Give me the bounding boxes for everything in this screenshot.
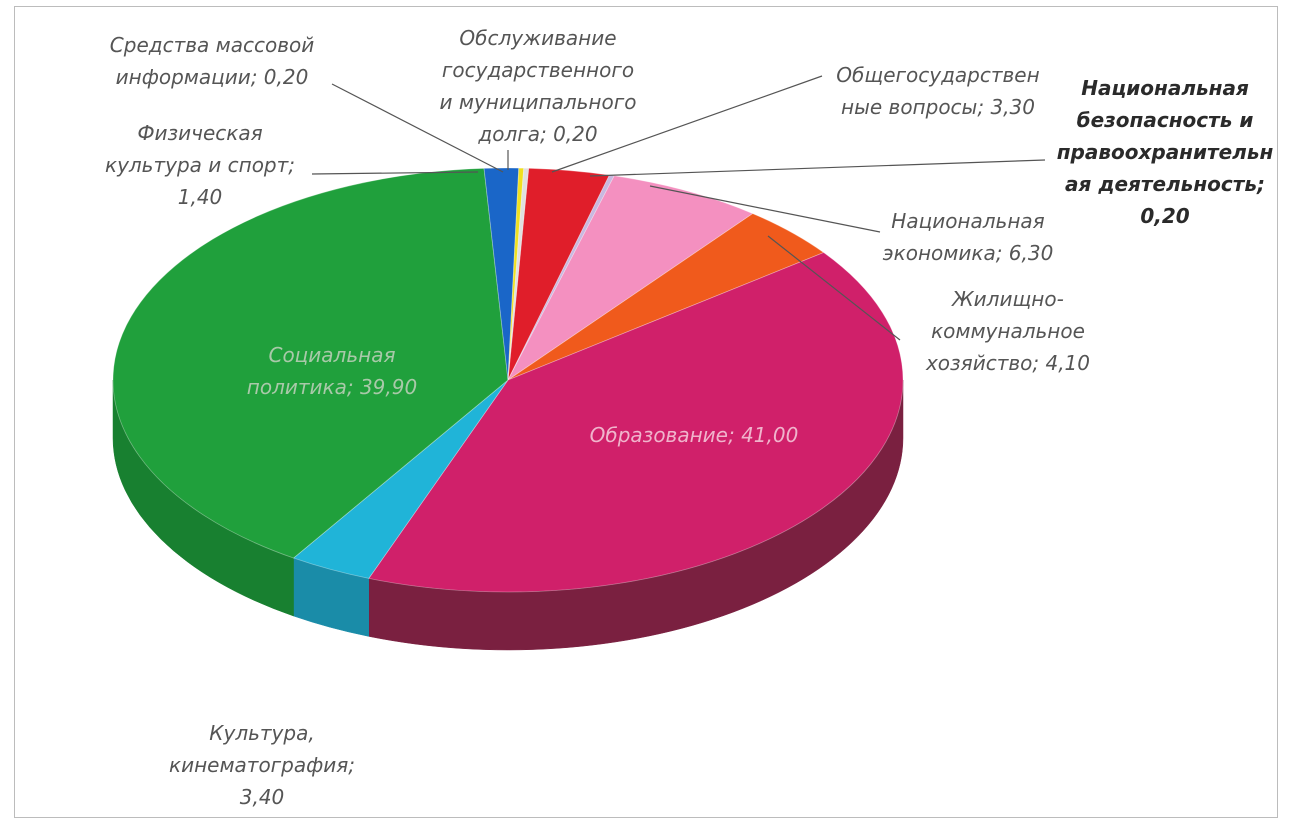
data-label-dolg-line: и муниципального	[440, 90, 637, 114]
slice-side-6	[112, 379, 294, 617]
data-label-econ-line: Национальная	[891, 209, 1044, 233]
data-label-dolg: Обслуживание государственного и муниципаль…	[440, 26, 637, 146]
slice-2	[507, 175, 754, 381]
data-label-gos-line: Общегосударствен	[836, 63, 1039, 87]
leader-line-econ	[649, 185, 881, 233]
data-label-bez-line: 0,20	[1140, 204, 1189, 228]
data-labels: Общегосударствен ные вопросы; 3,30 Национа…	[105, 26, 1273, 809]
data-label-kult-line: кинематография;	[169, 753, 355, 777]
slice-3	[507, 213, 825, 381]
data-label-bez-line: правоохранительн	[1057, 140, 1274, 164]
data-label-kult-line: 3,40	[240, 785, 285, 809]
data-label-zhkh-line: Жилищно-	[950, 287, 1064, 311]
data-label-zhkh-line: хозяйство; 4,10	[925, 351, 1090, 375]
data-label-obr: Образование; 41,00	[590, 423, 799, 447]
slice-6	[112, 167, 509, 559]
data-label-zhkh-line: коммунальное	[931, 319, 1085, 343]
data-label-bez-line: Национальная	[1081, 76, 1249, 100]
data-label-gos: Общегосударствен ные вопросы; 3,30	[836, 63, 1039, 119]
data-label-econ-line: экономика; 6,30	[883, 241, 1054, 265]
data-label-fiz-line: культура и спорт;	[105, 153, 295, 177]
data-label-zhkh: Жилищно-коммунальное хозяйство; 4,10	[925, 287, 1090, 375]
data-label-kult: Культура, кинематография; 3,40	[169, 721, 355, 809]
data-label-soc: Социальная политика; 39,90	[247, 343, 417, 399]
data-label-econ: Национальная экономика; 6,30	[883, 209, 1054, 265]
slice-7	[483, 167, 520, 381]
data-label-obr-line: Образование; 41,00	[590, 423, 799, 447]
data-label-soc-line: политика; 39,90	[247, 375, 417, 399]
slice-8	[507, 167, 525, 381]
data-label-bez: Национальная безопасность и правоохранител…	[1057, 76, 1274, 228]
slice-9	[507, 167, 530, 381]
data-label-fiz-line: Физическая	[137, 121, 262, 145]
data-label-gos-line: ные вопросы; 3,30	[841, 95, 1035, 119]
data-label-bez-line: ая деятельность;	[1065, 172, 1265, 196]
leader-line-zhkh	[767, 235, 901, 341]
data-label-smi: Средства массовой информации; 0,20	[110, 33, 314, 89]
data-label-fiz-line: 1,40	[178, 185, 223, 209]
data-label-dolg-line: Обслуживание	[459, 26, 616, 50]
slice-4	[368, 252, 904, 593]
data-label-dolg-line: долга; 0,20	[477, 122, 597, 146]
data-label-smi-line: Средства массовой	[110, 33, 314, 57]
leader-line-fiz	[311, 171, 479, 175]
pie-slices	[112, 167, 904, 593]
data-label-soc-line: Социальная	[268, 343, 395, 367]
data-label-fiz: Физическая культура и спорт; 1,40	[105, 121, 295, 209]
data-label-kult-line: Культура,	[209, 721, 314, 745]
leader-line-gos	[551, 75, 823, 173]
leader-line-smi	[331, 83, 504, 173]
data-label-bez-line: безопасность и	[1077, 108, 1254, 132]
slice-5	[292, 379, 509, 579]
leader-lines	[311, 75, 1046, 341]
pie-sides	[112, 379, 904, 651]
data-label-smi-line: информации; 0,20	[116, 65, 309, 89]
data-label-dolg-line: государственного	[442, 58, 634, 82]
leader-line-bez	[589, 159, 1046, 177]
